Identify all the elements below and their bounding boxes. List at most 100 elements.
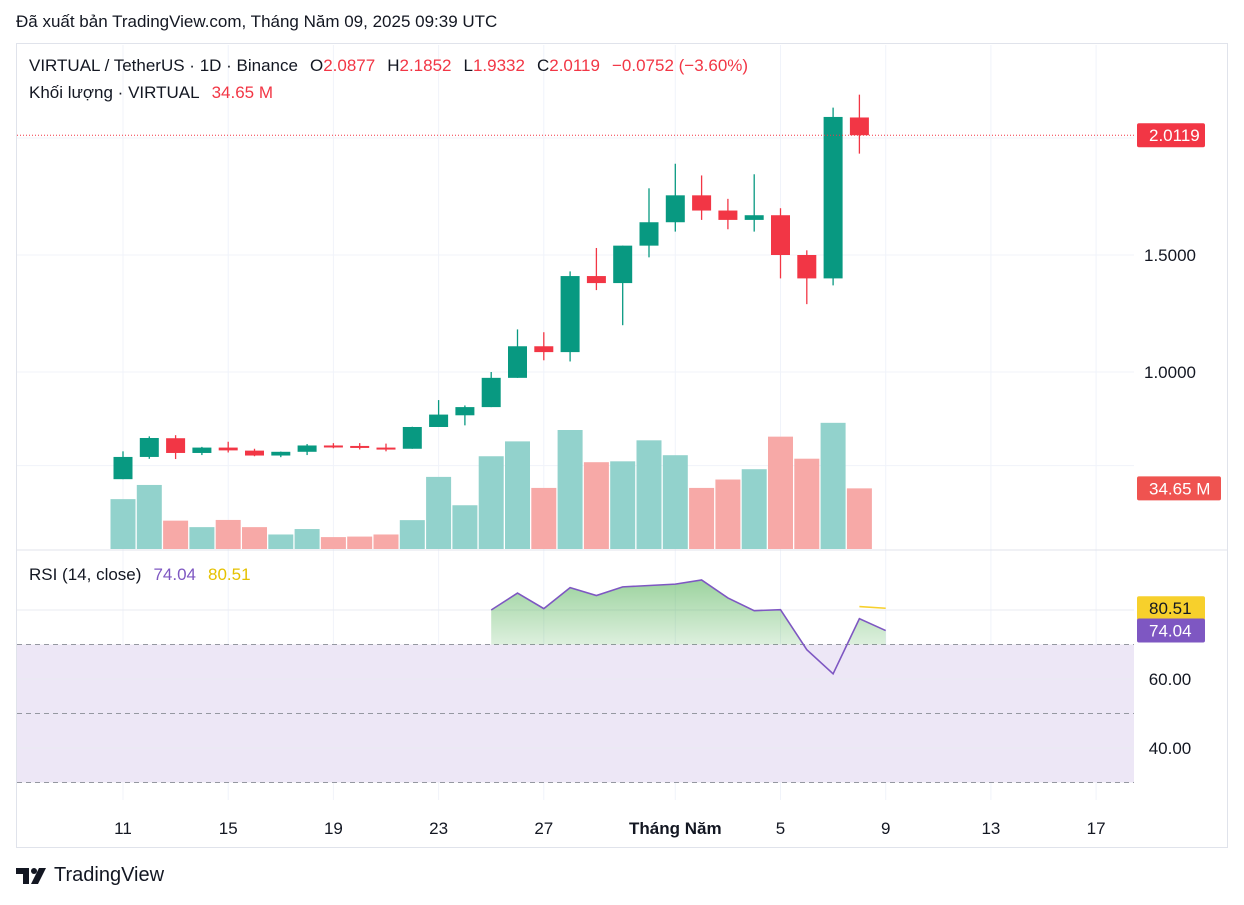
published-caption: Đã xuất bản TradingView.com, Tháng Năm 0… bbox=[16, 12, 498, 31]
x-tick-label: 13 bbox=[981, 819, 1000, 838]
candle-body bbox=[350, 445, 370, 448]
rsi-label[interactable]: RSI (14, close) bbox=[29, 565, 142, 584]
rsi-legend: RSI (14, close) 74.04 80.51 bbox=[29, 565, 251, 585]
close-value: 2.0119 bbox=[549, 56, 600, 75]
last-price-badge: 2.0119 bbox=[1137, 123, 1205, 148]
rsi-ma-value: 80.51 bbox=[207, 565, 251, 584]
candle-body bbox=[402, 426, 422, 449]
x-tick-label: Tháng Năm bbox=[629, 819, 722, 838]
volume-bar bbox=[610, 461, 636, 549]
x-tick-label: 15 bbox=[219, 819, 238, 838]
candle-body bbox=[744, 215, 764, 220]
tradingview-logo-icon bbox=[16, 867, 46, 884]
volume-bar bbox=[163, 520, 189, 549]
rsi-badge-box bbox=[1137, 618, 1205, 643]
candle-body bbox=[245, 450, 264, 456]
candle-body bbox=[823, 116, 843, 279]
low-value: 1.9332 bbox=[472, 56, 525, 75]
rsi-tick-label: 40.00 bbox=[1149, 739, 1192, 758]
candle-body bbox=[218, 447, 238, 451]
x-tick-label: 17 bbox=[1087, 819, 1106, 838]
volume-bar bbox=[268, 534, 294, 549]
volume-bar bbox=[689, 487, 715, 549]
volume-bar bbox=[583, 462, 609, 549]
volume-bar bbox=[110, 499, 136, 549]
volume-bar bbox=[478, 456, 504, 549]
rsi-line bbox=[490, 579, 887, 676]
volume-badge-text: 34.65 M bbox=[1149, 479, 1210, 498]
volume-bar bbox=[373, 534, 399, 549]
volume-bar bbox=[636, 440, 662, 549]
volume-bar bbox=[189, 527, 215, 549]
candle-body bbox=[718, 210, 738, 220]
candle-body bbox=[376, 447, 396, 450]
candle-body bbox=[429, 414, 449, 427]
volume-bar bbox=[741, 469, 767, 549]
axis-layer: 1.0000 1.5000 40.00 60.00 11 15 19 23 27 Tháng Nă… bbox=[114, 123, 1221, 838]
volume-bar bbox=[452, 505, 478, 549]
x-tick-label: 5 bbox=[776, 819, 785, 838]
volume-bar bbox=[662, 455, 688, 549]
rsi-value: 74.04 bbox=[153, 565, 196, 584]
last-price-badge-box bbox=[1137, 123, 1205, 148]
chart-frame bbox=[16, 43, 1228, 848]
last-price-badge-text: 2.0119 bbox=[1149, 126, 1200, 145]
candle-body bbox=[297, 445, 317, 452]
rsi-ma-line bbox=[859, 605, 886, 610]
symbol-label[interactable]: VIRTUAL / TetherUS · 1D · Binance bbox=[29, 56, 298, 75]
candle-body bbox=[797, 255, 817, 279]
candle-body bbox=[771, 215, 790, 255]
rsi-ma-badge-text: 80.51 bbox=[1149, 599, 1192, 618]
volume-bar bbox=[320, 537, 346, 549]
volume-bar bbox=[715, 479, 741, 549]
volume-bar bbox=[242, 527, 267, 549]
rsi-badge: 74.04 bbox=[1137, 618, 1205, 643]
rsi-badge-text: 74.04 bbox=[1149, 622, 1192, 641]
open-value: 2.0877 bbox=[323, 56, 376, 75]
candle-body bbox=[139, 437, 159, 457]
x-tick-label: 11 bbox=[114, 819, 132, 838]
candle-body bbox=[113, 456, 133, 480]
price-tick-label: 1.0000 bbox=[1144, 363, 1196, 382]
price-tick-label: 1.5000 bbox=[1144, 246, 1196, 265]
high-value: 2.1852 bbox=[399, 56, 452, 75]
candle-body bbox=[849, 117, 869, 136]
volume-value: 34.65 M bbox=[211, 83, 273, 102]
candle-body bbox=[192, 447, 212, 453]
volume-bar bbox=[768, 436, 793, 549]
rsi-ma-badge: 80.51 bbox=[1137, 596, 1205, 621]
candle-body bbox=[692, 195, 712, 211]
volume-label[interactable]: Khối lượng · VIRTUAL bbox=[29, 83, 200, 102]
candle-body bbox=[508, 346, 527, 378]
candle-body bbox=[534, 346, 554, 353]
candle-body bbox=[481, 377, 501, 408]
open-label: O bbox=[309, 56, 324, 75]
volume-bar bbox=[347, 536, 373, 549]
x-tick-label: 27 bbox=[534, 819, 553, 838]
candle-body bbox=[166, 438, 186, 453]
candle-body bbox=[586, 276, 606, 284]
candle-body bbox=[560, 276, 580, 353]
x-tick-label: 23 bbox=[429, 819, 448, 838]
tradingview-logo[interactable]: TradingView bbox=[16, 864, 164, 887]
candle-body bbox=[665, 195, 685, 223]
rsi-band-layer bbox=[17, 609, 1134, 783]
volume-layer bbox=[110, 422, 872, 549]
rsi-ma-badge-box bbox=[1137, 596, 1205, 621]
candle-body bbox=[639, 222, 659, 246]
volume-bar bbox=[557, 430, 583, 549]
volume-badge: 34.65 M bbox=[1137, 476, 1221, 501]
candle-layer bbox=[17, 94, 1134, 480]
tradingview-brand: TradingView bbox=[54, 864, 165, 886]
high-label: H bbox=[387, 56, 400, 75]
close-label: C bbox=[536, 56, 550, 75]
volume-bar bbox=[531, 487, 557, 549]
volume-bar bbox=[426, 476, 452, 549]
x-tick-label: 19 bbox=[324, 819, 343, 838]
low-label: L bbox=[463, 56, 473, 75]
volume-bar bbox=[505, 441, 530, 549]
volume-bar bbox=[136, 484, 162, 549]
candle-body bbox=[613, 245, 633, 284]
volume-bar bbox=[820, 422, 846, 549]
